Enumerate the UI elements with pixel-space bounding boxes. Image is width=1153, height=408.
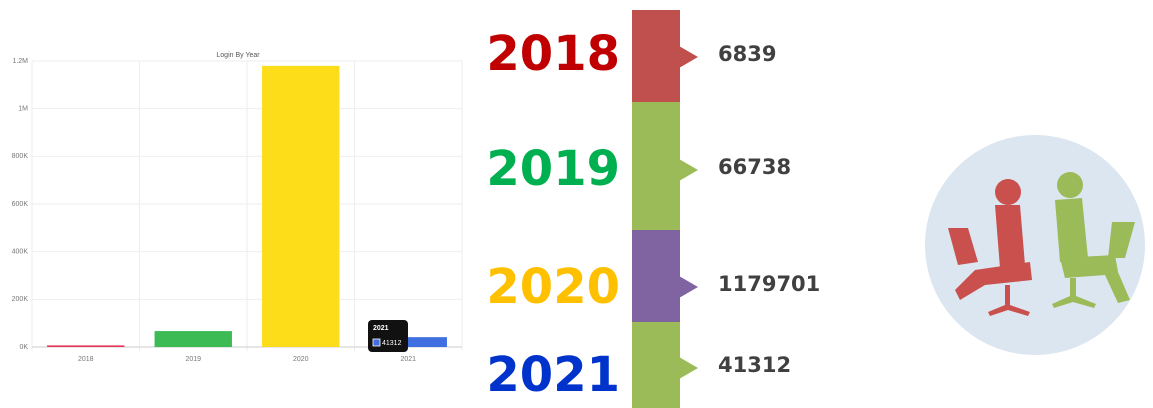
timeline-arrow — [679, 357, 698, 379]
chart-title: Login By Year — [216, 52, 260, 59]
bar — [262, 66, 339, 347]
y-tick-label: 1.2M — [12, 58, 28, 65]
tooltip-title: 2021 — [373, 325, 389, 332]
timeline: 2018 6839 2019 66738 2020 1179701 2021 41312 — [486, 10, 820, 408]
page: Login By Year 0K 200K 400K 600K 800K 1M 1.2M 20… — [0, 0, 1153, 408]
tooltip-value: 41312 — [382, 340, 402, 347]
timeline-arrow — [679, 46, 698, 68]
people-icon — [925, 135, 1145, 355]
timeline-arrow — [679, 276, 698, 298]
y-tick-label: 400K — [12, 249, 29, 256]
timeline-year: 2018 — [486, 26, 620, 82]
x-tick-label: 2018 — [78, 356, 94, 363]
timeline-year: 2019 — [486, 141, 620, 197]
timeline-segment — [632, 10, 680, 102]
y-tick-label: 0K — [19, 344, 28, 351]
timeline-count: 41312 — [718, 353, 791, 377]
bar-chart: 0K 200K 400K 600K 800K 1M 1.2M 2018 2019 2020 2021 — [12, 58, 462, 363]
timeline-count: 66738 — [718, 155, 791, 179]
bar — [155, 331, 232, 347]
timeline-segment — [632, 230, 680, 322]
timeline-segment — [632, 102, 680, 230]
y-tick-label: 800K — [12, 153, 29, 160]
tooltip: 2021 41312 — [368, 320, 408, 352]
timeline-year: 2021 — [486, 347, 620, 403]
y-tick-label: 200K — [12, 296, 29, 303]
timeline-count: 1179701 — [718, 272, 820, 296]
tooltip-swatch — [373, 339, 380, 346]
x-tick-label: 2021 — [400, 356, 416, 363]
y-tick-label: 600K — [12, 201, 29, 208]
x-tick-label: 2019 — [185, 356, 201, 363]
y-tick-label: 1M — [18, 106, 28, 113]
timeline-year: 2020 — [486, 259, 620, 315]
timeline-segment — [632, 322, 680, 408]
bar — [47, 345, 124, 347]
x-tick-label: 2020 — [293, 356, 309, 363]
timeline-count: 6839 — [718, 42, 776, 66]
timeline-arrow — [679, 159, 698, 181]
